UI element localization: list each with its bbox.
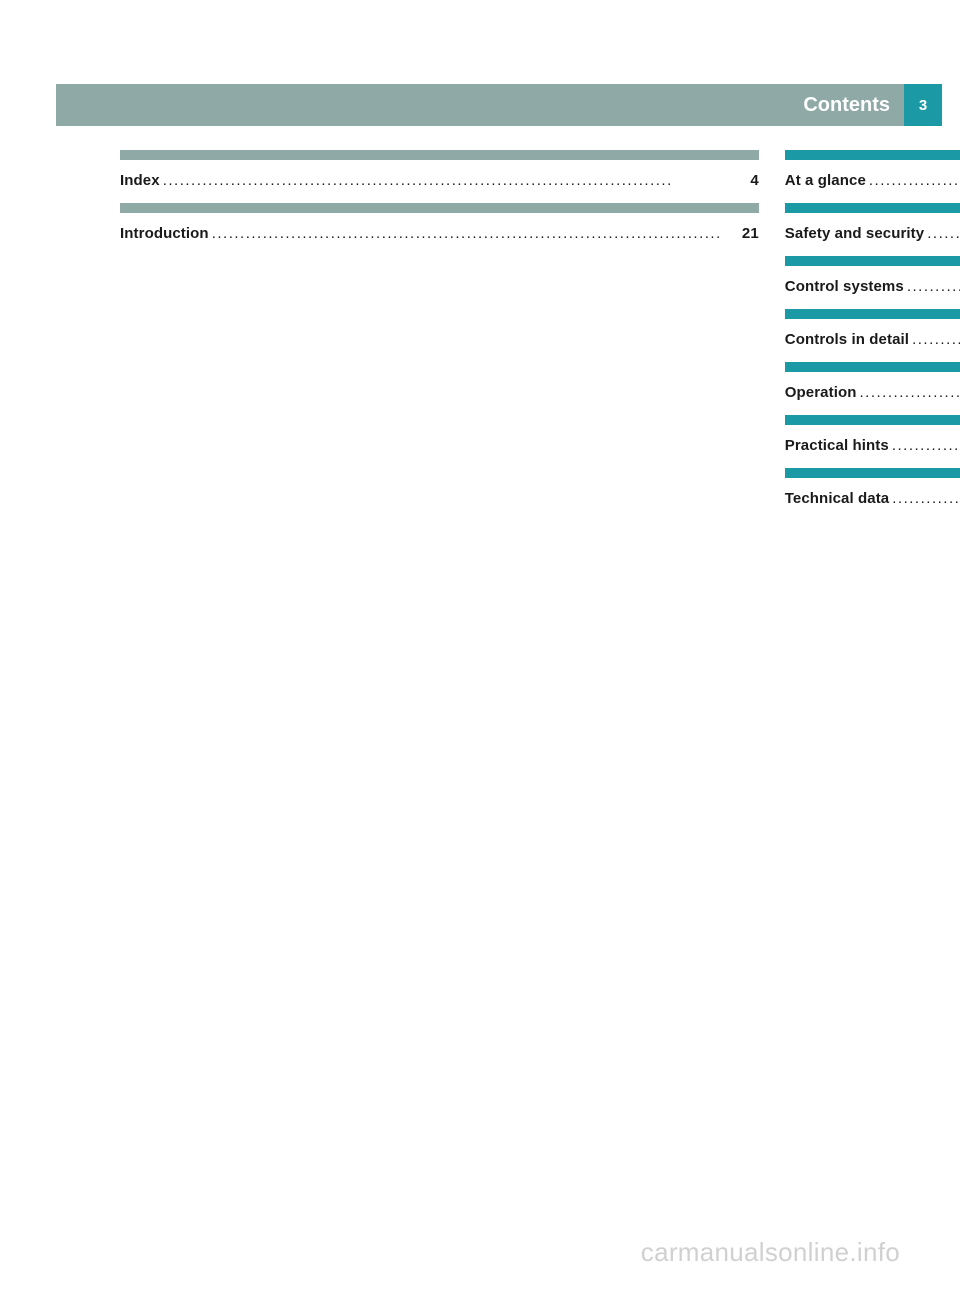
toc-entry: Index ..................................… (120, 172, 759, 189)
toc-right-list: At a glance ............................… (785, 150, 960, 588)
separator-bar (785, 256, 960, 266)
toc-leader-dots: ........................................… (912, 331, 960, 348)
toc-label: Operation (785, 384, 857, 401)
toc-leader-dots: ........................................… (212, 225, 722, 242)
toc-label: Introduction (120, 225, 209, 242)
toc-leader-dots: ........................................… (163, 172, 722, 189)
separator-bar (785, 203, 960, 213)
toc-leader-dots: ........................................… (927, 225, 960, 242)
separator-bar (120, 203, 759, 213)
separator-bar (120, 150, 759, 160)
toc-label: At a glance (785, 172, 866, 189)
toc-entry: At a glance ............................… (785, 172, 960, 189)
toc-leader-dots: ........................................… (892, 490, 960, 507)
separator-bar (785, 415, 960, 425)
toc-entry: Control systems ........................… (785, 278, 960, 295)
contents-columns: Index ..................................… (120, 150, 904, 588)
toc-label: Control systems (785, 278, 904, 295)
toc-label: Technical data (785, 490, 890, 507)
toc-entry: Introduction ...........................… (120, 225, 759, 242)
toc-label: Index (120, 172, 160, 189)
toc-leader-dots: ........................................… (892, 437, 960, 454)
header-title-text: Contents (803, 94, 890, 117)
toc-page: 4 (725, 172, 759, 189)
toc-page: 21 (725, 225, 759, 242)
toc-entry: Practical hints ........................… (785, 437, 960, 454)
toc-leader-dots: ........................................… (869, 172, 960, 189)
toc-entry: Controls in detail .....................… (785, 331, 960, 348)
toc-label: Safety and security (785, 225, 924, 242)
toc-leader-dots: ........................................… (860, 384, 960, 401)
toc-column-right: At a glance ............................… (785, 150, 960, 588)
page-number-box: 3 (904, 84, 942, 126)
separator-bar (785, 309, 960, 319)
separator-bar (785, 150, 960, 160)
toc-entry: Operation ..............................… (785, 384, 960, 401)
toc-leader-dots: ........................................… (907, 278, 960, 295)
toc-label: Controls in detail (785, 331, 909, 348)
separator-bar (785, 362, 960, 372)
toc-label: Practical hints (785, 437, 889, 454)
toc-column-left: Index ..................................… (120, 150, 759, 588)
toc-entry: Safety and security ....................… (785, 225, 960, 242)
watermark-text: carmanualsonline.info (641, 1237, 900, 1268)
separator-bar (785, 468, 960, 478)
toc-entry: Technical data .........................… (785, 490, 960, 507)
header-title-box: Contents (764, 84, 904, 126)
page-number: 3 (919, 97, 927, 114)
